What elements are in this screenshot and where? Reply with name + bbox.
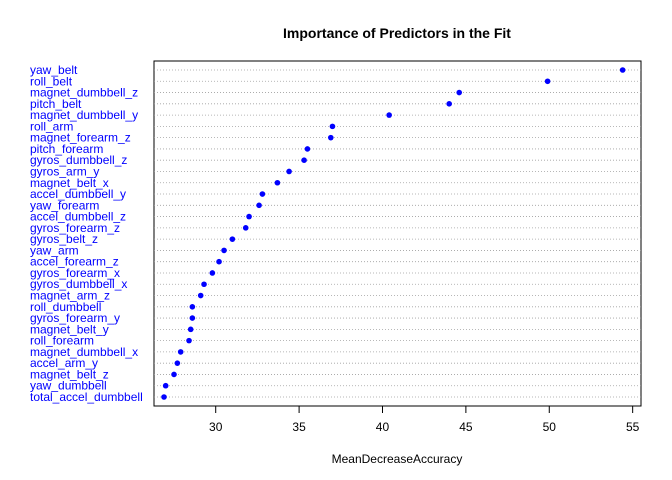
- chart-title: Importance of Predictors in the Fit: [283, 25, 511, 41]
- category-label: yaw_arm: [30, 243, 79, 257]
- data-point: [259, 191, 266, 197]
- data-point: [301, 157, 307, 164]
- x-tick-label: 50: [543, 420, 557, 434]
- category-label: yaw_belt: [30, 63, 78, 77]
- category-label: magnet_belt_z: [30, 367, 109, 381]
- data-point: [619, 67, 626, 73]
- category-label: magnet_dumbbell_y: [30, 108, 138, 122]
- category-label: roll_forearm: [30, 334, 94, 348]
- category-label: accel_dumbbell_z: [30, 210, 126, 224]
- category-label: accel_arm_y: [30, 356, 98, 370]
- data-point: [274, 179, 281, 186]
- x-tick-label: 55: [626, 420, 640, 434]
- data-point: [327, 134, 334, 141]
- data-point: [197, 292, 204, 299]
- data-point: [242, 225, 249, 231]
- x-tick-label: 40: [376, 420, 390, 434]
- category-label: accel_dumbbell_y: [30, 187, 126, 201]
- category-label: magnet_belt_x: [30, 176, 109, 190]
- data-point: [209, 270, 216, 276]
- grid-lines: [154, 69, 641, 398]
- category-label: gyros_forearm_x: [30, 266, 120, 280]
- data-point: [177, 349, 184, 355]
- category-label: magnet_belt_y: [30, 322, 109, 336]
- data-points: [161, 67, 626, 400]
- category-label: gyros_arm_y: [30, 164, 99, 178]
- category-label: total_accel_dumbbell: [30, 390, 143, 404]
- data-point: [216, 258, 222, 265]
- category-label: gyros_dumbbell_x: [30, 277, 127, 291]
- data-point: [171, 371, 177, 378]
- category-label: magnet_forearm_z: [30, 131, 131, 145]
- category-label: roll_arm: [30, 119, 73, 133]
- category-label: gyros_forearm_y: [30, 311, 120, 325]
- data-point: [162, 382, 169, 389]
- data-point: [187, 326, 194, 333]
- category-label: gyros_belt_z: [30, 232, 98, 246]
- plot-frame: [153, 60, 642, 407]
- category-label: yaw_dumbbell: [30, 379, 107, 393]
- data-point: [286, 168, 292, 175]
- data-point: [446, 101, 453, 107]
- x-tick-label: 30: [209, 420, 223, 434]
- data-point: [544, 78, 551, 85]
- x-tick-label: 35: [292, 420, 306, 434]
- data-point: [186, 337, 192, 344]
- x-axis-label: MeanDecreaseAccuracy: [332, 452, 463, 466]
- data-point: [161, 394, 167, 400]
- category-label: magnet_dumbbell_z: [30, 86, 138, 100]
- data-point: [246, 213, 252, 220]
- x-axis: 30 35 40 45 50 55: [209, 405, 640, 434]
- data-point: [229, 236, 236, 242]
- data-point: [189, 303, 196, 310]
- data-point: [329, 123, 336, 130]
- category-label: yaw_forearm: [30, 198, 99, 212]
- category-label: pitch_forearm: [30, 142, 103, 156]
- x-tick-label: 45: [459, 420, 473, 434]
- category-label: pitch_belt: [30, 97, 82, 111]
- data-point: [189, 315, 196, 321]
- category-label: roll_belt: [30, 74, 73, 88]
- category-label: roll_dumbbell: [30, 300, 101, 314]
- data-point: [221, 247, 227, 254]
- data-point: [174, 360, 181, 366]
- data-point: [456, 89, 463, 96]
- category-label: accel_forearm_z: [30, 255, 119, 269]
- category-label: gyros_dumbbell_z: [30, 153, 127, 167]
- data-point: [256, 202, 262, 209]
- data-point: [386, 112, 392, 118]
- category-label: magnet_dumbbell_x: [30, 345, 138, 359]
- data-point: [304, 146, 311, 152]
- category-label: gyros_forearm_z: [30, 221, 120, 235]
- data-point: [201, 281, 207, 288]
- category-labels: yaw_beltroll_beltmagnet_dumbbell_zpitch_…: [30, 63, 143, 404]
- category-label: magnet_arm_z: [30, 289, 110, 303]
